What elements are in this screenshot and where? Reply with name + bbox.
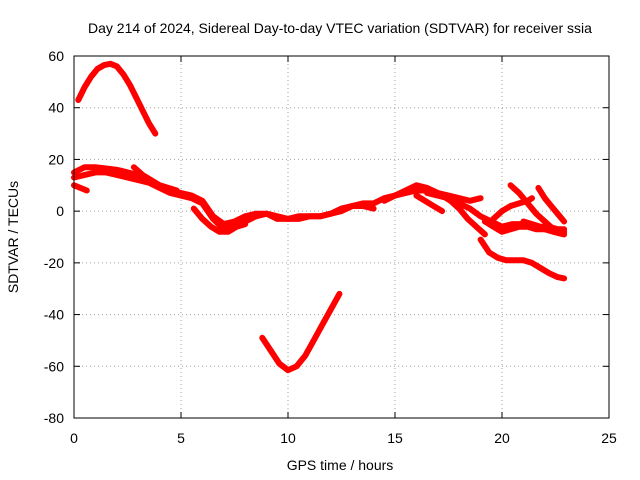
y-tick-label: 40 [48,100,64,116]
y-tick-label: 0 [56,203,64,219]
y-tick-label: -80 [44,410,64,426]
x-tick-label: 5 [177,430,185,446]
y-tick-label: -60 [44,358,64,374]
series-arc-high [75,60,159,137]
series-band-d [130,164,180,194]
x-tick-label: 10 [280,430,296,446]
y-tick-label: 20 [48,151,64,167]
series-band-e [190,205,249,235]
plot-frame [73,55,610,419]
x-tick-label: 0 [70,430,78,446]
grid-lines [74,56,609,418]
x-tick-label: 15 [387,430,403,446]
series-band-j [481,218,568,238]
series-band-f [381,182,441,204]
x-axis-label: GPS time / hours [287,457,394,473]
chart-title: Day 214 of 2024, Sidereal Day-to-day VTE… [88,20,592,36]
x-axis-ticks: 0 5 10 15 20 25 [70,56,617,446]
data-series [71,60,568,374]
series-band-l [507,182,557,233]
series-band-c [71,182,90,194]
y-tick-label: -20 [44,255,64,271]
y-axis-label: SDTVAR / TECUs [5,181,21,293]
series-band-o [520,218,568,233]
series-band-m [535,184,568,225]
series-band-n [477,236,568,282]
series-band-i [413,192,446,215]
series-arc-low [259,290,343,374]
x-tick-label: 20 [494,430,510,446]
y-tick-label: -40 [44,307,64,323]
y-axis-ticks: -80 -60 -40 -20 0 20 40 60 [44,48,609,426]
series-band-h [439,192,488,238]
y-tick-label: 60 [48,48,64,64]
x-tick-label: 25 [601,430,617,446]
